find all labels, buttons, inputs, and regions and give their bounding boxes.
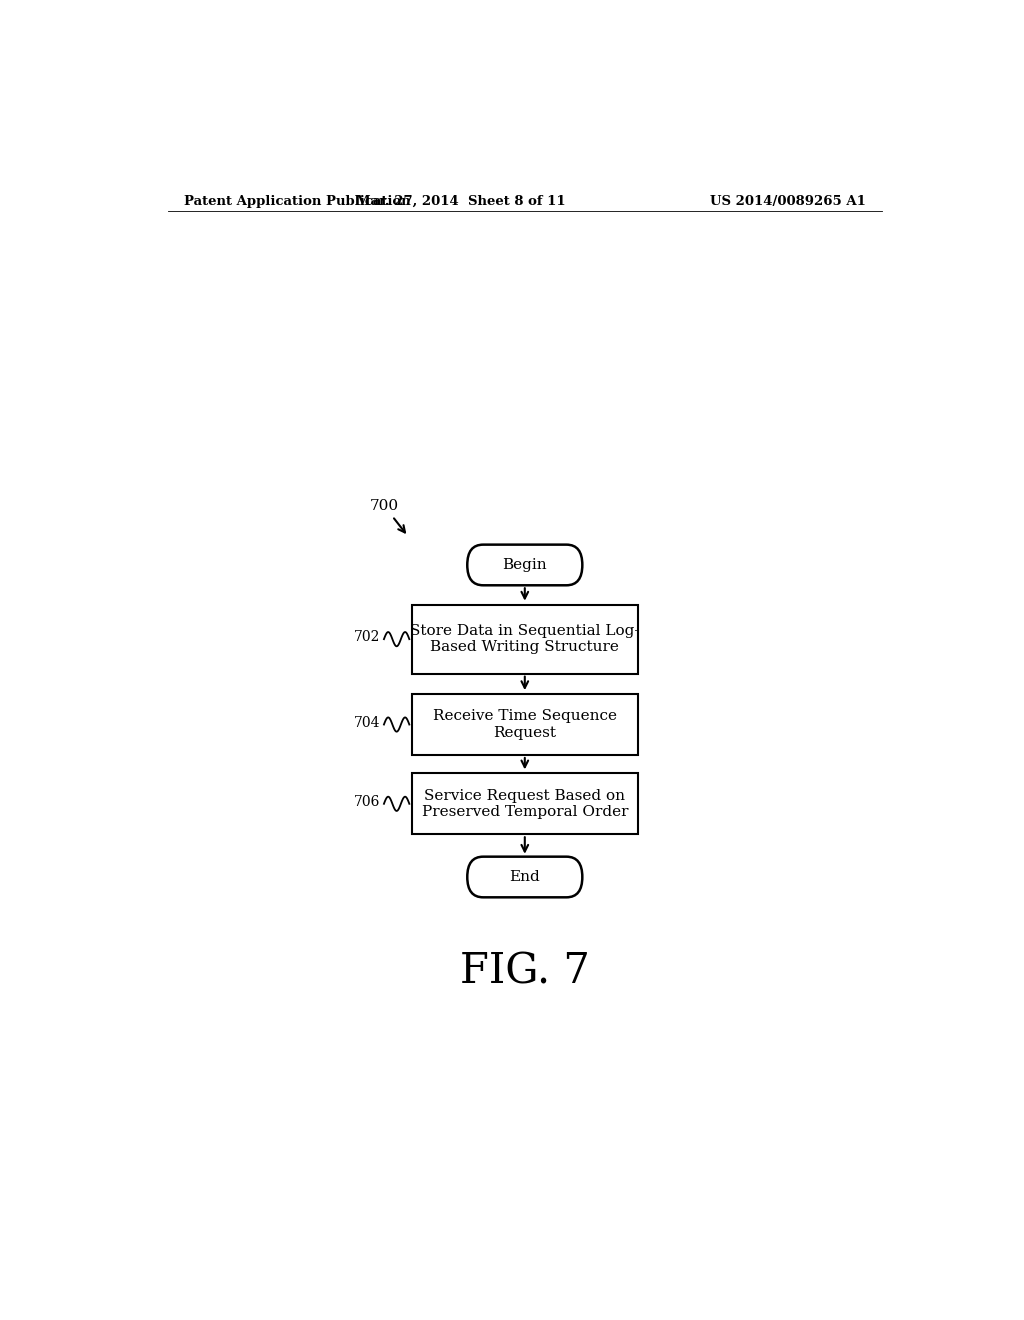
Text: 702: 702 xyxy=(353,630,380,644)
Text: 704: 704 xyxy=(353,715,380,730)
Text: Patent Application Publication: Patent Application Publication xyxy=(183,194,411,207)
Text: 706: 706 xyxy=(353,795,380,809)
Text: US 2014/0089265 A1: US 2014/0089265 A1 xyxy=(711,194,866,207)
FancyBboxPatch shape xyxy=(412,605,638,673)
Text: Begin: Begin xyxy=(503,558,547,572)
Text: Service Request Based on
Preserved Temporal Order: Service Request Based on Preserved Tempo… xyxy=(422,789,628,818)
FancyBboxPatch shape xyxy=(412,774,638,834)
Text: Receive Time Sequence
Request: Receive Time Sequence Request xyxy=(433,709,616,739)
Text: Mar. 27, 2014  Sheet 8 of 11: Mar. 27, 2014 Sheet 8 of 11 xyxy=(356,194,566,207)
FancyBboxPatch shape xyxy=(467,857,583,898)
Text: End: End xyxy=(509,870,541,884)
FancyBboxPatch shape xyxy=(467,545,583,585)
Text: 700: 700 xyxy=(370,499,399,513)
Text: Store Data in Sequential Log-
Based Writing Structure: Store Data in Sequential Log- Based Writ… xyxy=(410,624,640,655)
Text: FIG. 7: FIG. 7 xyxy=(460,950,590,993)
FancyBboxPatch shape xyxy=(412,694,638,755)
